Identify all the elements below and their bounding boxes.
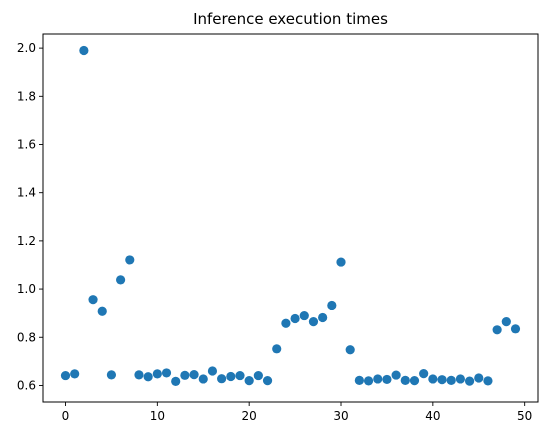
data-point: [501, 316, 511, 327]
data-point: [290, 313, 300, 324]
data-point: [235, 370, 245, 381]
data-point: [97, 306, 107, 316]
data-point: [409, 376, 420, 386]
y-tick-label: 1.0: [17, 282, 36, 296]
data-point: [474, 373, 484, 383]
data-point: [88, 295, 98, 305]
data-point: [171, 376, 181, 386]
data-point: [345, 345, 355, 355]
x-tick-label: 40: [425, 409, 440, 423]
y-tick-label: 1.4: [17, 186, 36, 200]
data-point: [134, 370, 144, 380]
data-point: [327, 300, 337, 311]
data-point: [262, 376, 273, 386]
data-point: [106, 370, 117, 380]
data-point: [400, 375, 410, 385]
data-point: [79, 45, 89, 56]
data-point: [217, 374, 227, 384]
data-point: [143, 372, 153, 382]
y-tick-label: 0.6: [17, 378, 36, 392]
data-point: [125, 255, 135, 265]
data-point: [428, 374, 438, 384]
data-point: [161, 368, 172, 378]
data-point: [419, 369, 429, 379]
y-tick-label: 1.8: [17, 89, 36, 103]
y-tick-label: 2.0: [17, 41, 36, 55]
data-point: [180, 370, 190, 380]
axis-ticks: 0 10 20 30 40 50 0.6 0.8 1.0 1.2 1.4 1.6 1.8 2.0: [17, 41, 532, 423]
data-point: [492, 325, 502, 335]
chart-title: Inference execution times: [193, 10, 388, 28]
axes-frame: [42, 33, 539, 403]
data-point: [207, 366, 218, 376]
data-points: [60, 45, 521, 386]
x-tick-label: 0: [62, 409, 70, 423]
data-point: [455, 374, 465, 384]
data-point: [198, 374, 208, 384]
data-point: [299, 310, 309, 321]
data-point: [70, 369, 80, 379]
data-point: [189, 370, 199, 380]
y-tick-label: 1.6: [17, 137, 36, 151]
x-tick-label: 30: [333, 409, 348, 423]
data-point: [336, 257, 346, 267]
data-point: [363, 376, 374, 386]
data-point: [382, 374, 392, 385]
x-tick-label: 10: [150, 409, 165, 423]
data-point: [244, 376, 254, 386]
x-tick-label: 20: [242, 409, 257, 423]
data-point: [510, 324, 521, 334]
data-point: [483, 376, 493, 386]
data-point: [464, 376, 475, 386]
data-point: [253, 370, 263, 381]
data-point: [391, 370, 401, 380]
data-point: [354, 375, 364, 385]
y-tick-label: 0.8: [17, 330, 36, 344]
data-point: [272, 344, 282, 354]
data-point: [281, 318, 291, 328]
data-point: [226, 371, 236, 382]
data-point: [373, 374, 383, 384]
data-point: [116, 275, 126, 285]
y-tick-label: 1.2: [17, 234, 36, 248]
data-point: [152, 369, 162, 379]
data-point: [318, 312, 328, 323]
data-point: [60, 370, 71, 381]
x-tick-label: 50: [517, 409, 532, 423]
data-point: [437, 375, 447, 385]
data-point: [446, 375, 456, 385]
data-point: [308, 316, 319, 327]
